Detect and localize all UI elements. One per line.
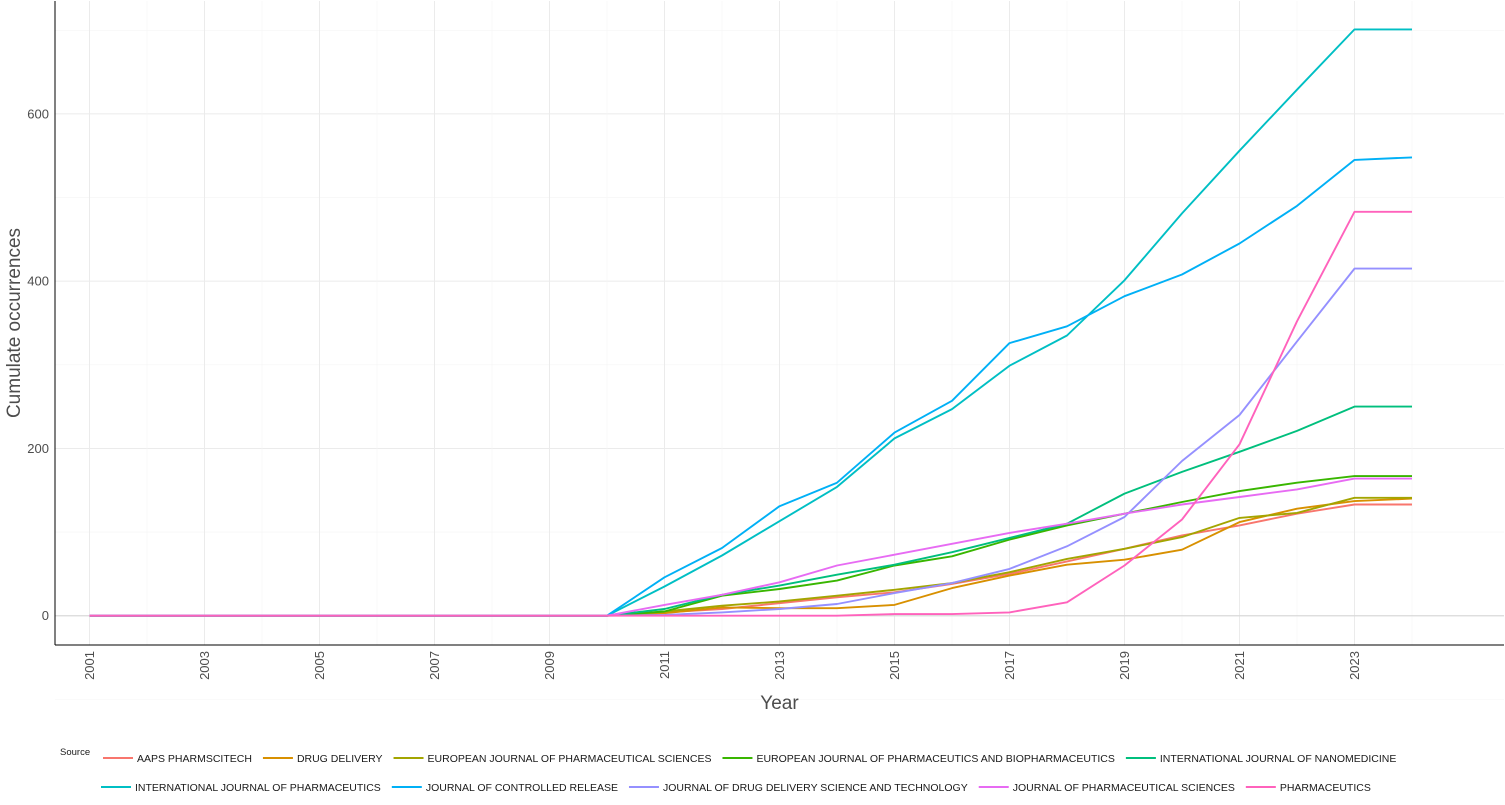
- x-tick-label: 2015: [887, 651, 902, 680]
- x-tick-label: 2009: [542, 651, 557, 680]
- x-tick-label: 2023: [1347, 651, 1362, 680]
- y-tick-labels: 0 200 400 600: [27, 106, 49, 623]
- legend-label: JOURNAL OF DRUG DELIVERY SCIENCE AND TEC…: [663, 782, 968, 794]
- legend: Source AAPS PHARMSCITECH DRUG DELIVERY EUR…: [60, 747, 1396, 794]
- legend-label: JOURNAL OF PHARMACEUTICAL SCIENCES: [1013, 782, 1235, 794]
- series-line-drug-delivery: [89, 497, 1413, 617]
- series-line-european-journal-of-pharmaceutics-and-biopharmaceutics: [89, 475, 1412, 617]
- legend-label: PHARMACEUTICS: [1280, 782, 1371, 794]
- grid-lines: [55, 1, 1504, 700]
- legend-title: Source: [60, 747, 90, 758]
- series-lines: [89, 28, 1413, 617]
- x-tick-label: 2019: [1117, 651, 1132, 680]
- series-line-journal-of-pharmaceutical-sciences: [89, 477, 1412, 617]
- x-tick-label: 2007: [427, 651, 442, 680]
- y-tick-label: 600: [27, 106, 49, 121]
- y-tick-label: 0: [42, 608, 49, 623]
- x-tick-label: 2013: [772, 651, 787, 680]
- series-line-european-journal-of-pharmaceutical-sciences: [89, 496, 1412, 617]
- x-tick-label: 2017: [1002, 651, 1017, 680]
- x-tick-label: 2003: [197, 651, 212, 680]
- x-tick-label: 2001: [82, 651, 97, 680]
- series-line-international-journal-of-nanomedicine: [89, 405, 1412, 617]
- legend-label: JOURNAL OF CONTROLLED RELEASE: [426, 782, 618, 794]
- y-tick-label: 400: [27, 274, 49, 289]
- x-tick-label: 2021: [1232, 651, 1247, 680]
- series-line-pharmaceutics: [89, 210, 1412, 617]
- legend-label: INTERNATIONAL JOURNAL OF NANOMEDICINE: [1160, 753, 1396, 765]
- axes: [54, 1, 1504, 646]
- legend-label: EUROPEAN JOURNAL OF PHARMACEUTICS AND BI…: [756, 753, 1114, 765]
- legend-label: INTERNATIONAL JOURNAL OF PHARMACEUTICS: [135, 782, 381, 794]
- legend-label: EUROPEAN JOURNAL OF PHARMACEUTICAL SCIEN…: [428, 753, 712, 765]
- series-line-journal-of-controlled-release: [89, 156, 1413, 617]
- y-axis-title: Cumulate occurrences: [4, 228, 25, 418]
- x-axis-title: Year: [760, 693, 799, 714]
- series-line-international-journal-of-pharmaceutics: [89, 28, 1412, 617]
- series-line-journal-of-drug-delivery-science-and-technology: [89, 267, 1412, 617]
- legend-label: AAPS PHARMSCITECH: [137, 753, 252, 765]
- x-tick-labels: 2001 2003 2005 2007 2009 2011 2013 2015 2017 2019…: [82, 651, 1362, 680]
- x-tick-label: 2005: [312, 651, 327, 680]
- series-line-aaps-pharmscitech: [89, 503, 1412, 617]
- x-tick-label: 2011: [657, 651, 672, 679]
- legend-label: DRUG DELIVERY: [297, 753, 383, 765]
- y-tick-label: 200: [27, 441, 49, 456]
